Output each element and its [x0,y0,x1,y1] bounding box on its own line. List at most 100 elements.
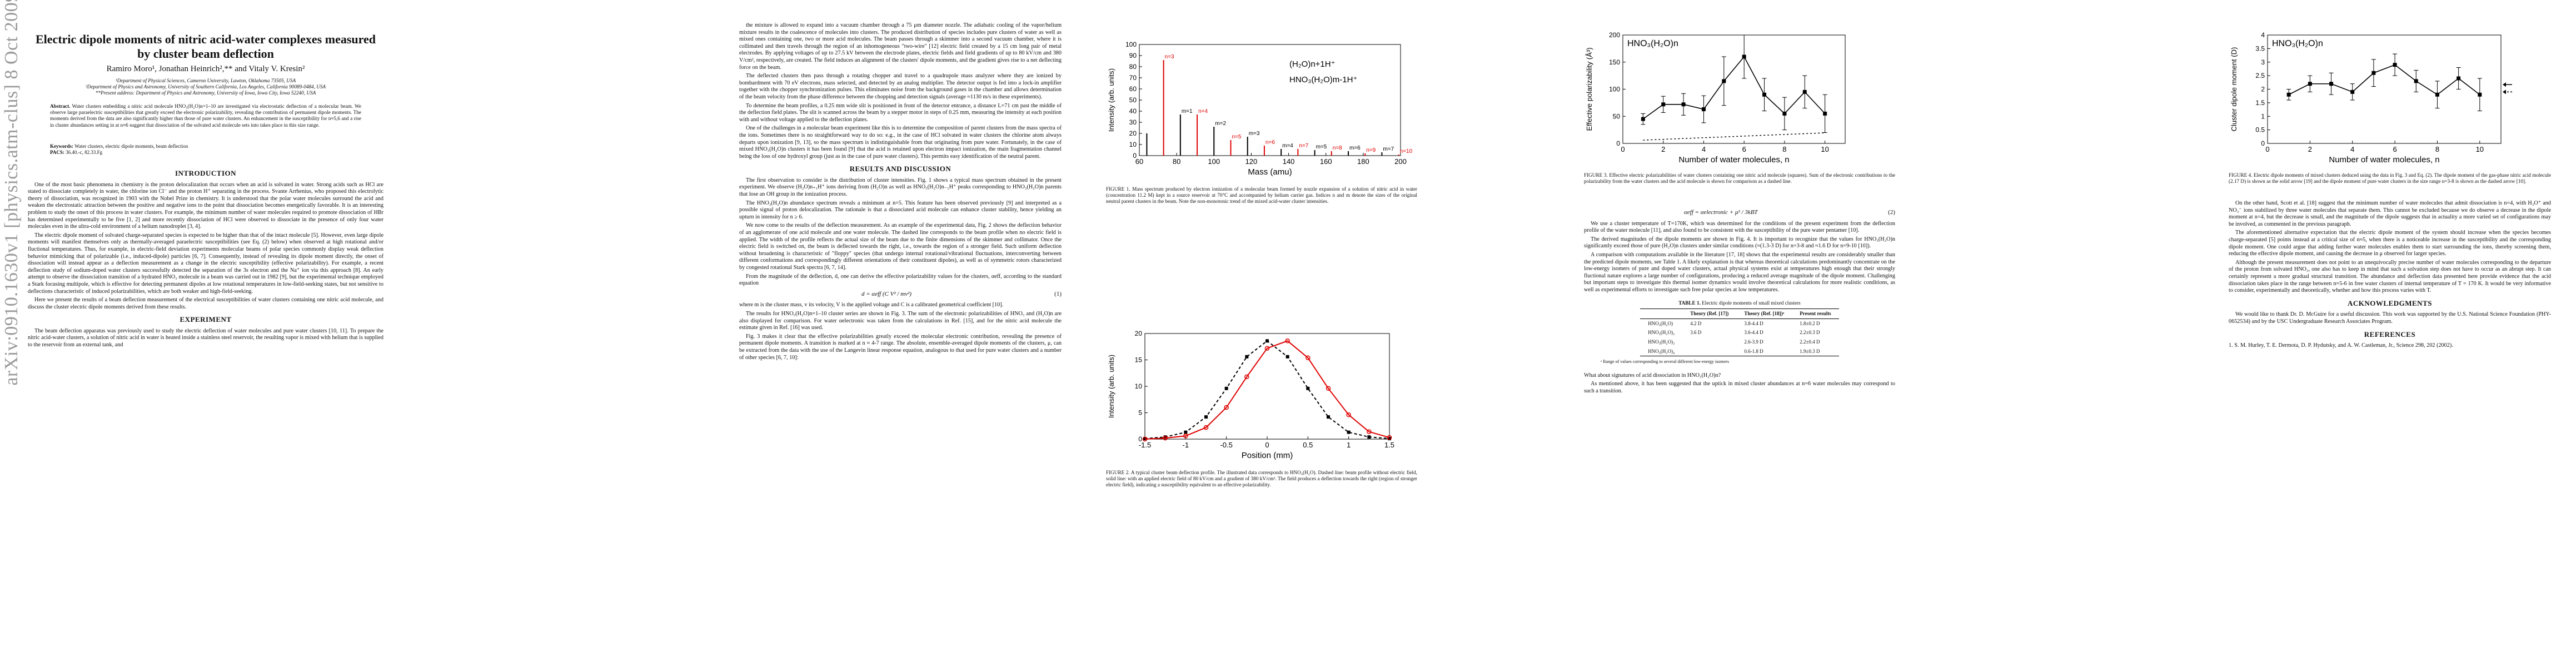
y-tick-label: 2.5 [2255,72,2265,79]
data-point [1742,54,1746,59]
x-axis-label: Mass (amu) [1248,167,1292,177]
y-tick-label: 0 [1616,140,1620,147]
peak-label: n=4 [1198,108,1208,115]
data-point [1163,435,1167,439]
data-point [1183,434,1188,439]
y-tick-label: 1 [2261,112,2265,120]
y-axis-label: Cluster dipole moment (D) [2230,47,2238,132]
table-cell: HNO₃(H₂O)₄ [1640,346,1683,357]
x-tick-label: 160 [1320,157,1332,166]
data-point [1184,430,1188,434]
keywords-label: Keywords: [50,143,73,149]
table-row: HNO₃(H₂O)₃ 2.6-3.9 D 2.2±0.4 D [1640,337,1838,347]
data-point [2350,89,2355,94]
peak-label: n=5 [1232,134,1242,140]
data-point [1244,374,1249,380]
keywords: Keywords: Water clusters, electric dipol… [50,143,361,156]
y-tick-label: 50 [1129,96,1137,104]
paragraph: From the magnitude of the deflection, d,… [739,273,1062,287]
data-point [1387,435,1392,440]
peak-label: n=9 [1366,147,1376,153]
y-axis-label: Intensity (arb. units) [1107,68,1115,132]
peak-label: m=1 [1182,108,1193,115]
x-tick-label: 8 [1782,145,1786,153]
y-tick-label: 3 [2261,58,2265,66]
figure-4: 0 2 4 6 8 10 0 0.5 1 1.5 2 2.5 3 3.5 4 Number of water … [2229,31,2551,185]
paragraph: One of the challenges in a molecular bea… [739,125,1062,160]
pacs-text: 36.40.-c, 82.33.Fg [66,150,103,155]
section-heading: RESULTS AND DISCUSSION [849,165,951,173]
affiliation: ¹Department of Physical Sciences, Camero… [115,78,296,83]
paragraph: We now come to the results of the deflec… [739,222,1062,271]
x-tick-label: 100 [1208,157,1220,166]
y-tick-label: 50 [1613,112,1621,120]
abstract-text: Water clusters embedding a nitric acid m… [50,103,361,128]
data-point [1285,339,1290,344]
paragraph: On the other hand, Scott et al. [18] sug… [2229,200,2551,227]
y-tick-label: 150 [1609,58,1620,66]
data-point [2414,79,2418,83]
equation: αeff = αelectronic + μ² / 3kBT [1684,209,1758,216]
equation-1: d = αeff (C V² / mv²) (1) [739,291,1062,298]
x-tick-label: 4 [1702,145,1706,153]
y-tick-label: 70 [1129,74,1137,82]
x-tick-label: -0.5 [1220,441,1232,449]
paragraph: The electric dipole moment of solvated c… [28,232,383,295]
figure-1: 60 80 100 120 140 160 180 200 0 10 20 30 40 50 60 70 80 9… [1106,39,1417,205]
y-tick-label: 20 [1129,130,1137,137]
data-point [1142,436,1148,442]
paragraph: The derived magnitudes of the dipole mom… [1584,236,1895,250]
equation-2: αeff = αelectronic + μ² / 3kBT (2) [1584,209,1895,216]
data-point [1367,435,1371,439]
data-point [1701,107,1706,112]
plot-frame [2267,34,2502,144]
field-on-profile-line [1144,340,1390,440]
data-point [1327,415,1330,419]
peak-label: m=2 [1215,121,1226,127]
y-tick-label: 60 [1129,85,1137,93]
y-tick-label: 2 [2261,86,2265,93]
figure-2: -1.5 -1 -0.5 0 0.5 1 1.5 0 5 10 15 20 Position (mm) I… [1106,328,1417,489]
abstract: Abstract. Water clusters embedding a nit… [50,103,361,128]
data-point [2457,76,2461,81]
data-point [1641,117,1645,121]
figure-1-caption: FIGURE 1. Mass spectrum produced by elec… [1106,186,1417,205]
paragraph: The aforementioned alternative expectati… [2229,230,2551,257]
y-tick-label: 0 [1138,435,1142,443]
x-tick-label: 120 [1245,157,1258,166]
y-tick-label: 40 [1129,107,1137,115]
section-heading: EXPERIMENT [180,315,232,324]
arrow-head [2503,89,2506,94]
paragraph: What about signatures of acid dissociati… [1584,372,1721,379]
equation: d = αeff (C V² / mv²) [861,290,912,297]
y-tick-label: 0 [1133,152,1137,160]
page-1: Electric dipole moments of nitric acid-w… [28,0,717,667]
data-point [1347,430,1351,434]
arxiv-stamp: arXiv:0910.1630v1 [physics.atm-clus] 8 O… [0,0,23,386]
chart-title: HNO₃(H₂O)n [2272,39,2323,48]
y-tick-label: 30 [1129,118,1137,126]
paragraph: One of the most basic phenomena in chemi… [28,181,383,230]
table-caption-text: Electric dipole moments of small mixed c… [1702,300,1801,306]
page-2: the mixture is allowed to expand into a … [739,0,1462,667]
data-point [2435,92,2439,97]
paragraph: As mentioned above, it has been suggeste… [1584,381,1895,394]
y-tick-label: 5 [1138,409,1142,417]
page4-body: On the other hand, Scott et al. [18] sug… [2229,200,2551,351]
x-tick-label: 1.5 [1384,441,1394,449]
equation-number: (1) [1054,290,1062,297]
table-cell: HNO₃(H₂O) [1648,320,1673,326]
table-header: Theory (Ref. [17]) [1682,308,1737,319]
x-axis-label: Number of water molecules, n [1678,155,1789,165]
page-4: 0 2 4 6 8 10 0 0.5 1 1.5 2 2.5 3 3.5 4 Number of water … [2229,0,2562,667]
series-line [2288,64,2480,96]
table-cell [1682,346,1737,357]
table-row: HNO₃(H₂O)₂ 3.6 D 3.6-4.4 D 2.2±0.3 D [1640,328,1838,337]
data-point [2371,71,2376,75]
x-tick-label: 140 [1283,157,1295,166]
legend-entry: (H₂O)n+1H⁺ [1289,59,1336,69]
x-axis-label: Position (mm) [1242,451,1293,460]
table-row: HNO₃(H₂O) 4.2 D 3.8-4.4 D 1.8±0.2 D [1640,318,1838,328]
data-point [1306,386,1310,390]
y-tick-label: 10 [1135,382,1143,390]
